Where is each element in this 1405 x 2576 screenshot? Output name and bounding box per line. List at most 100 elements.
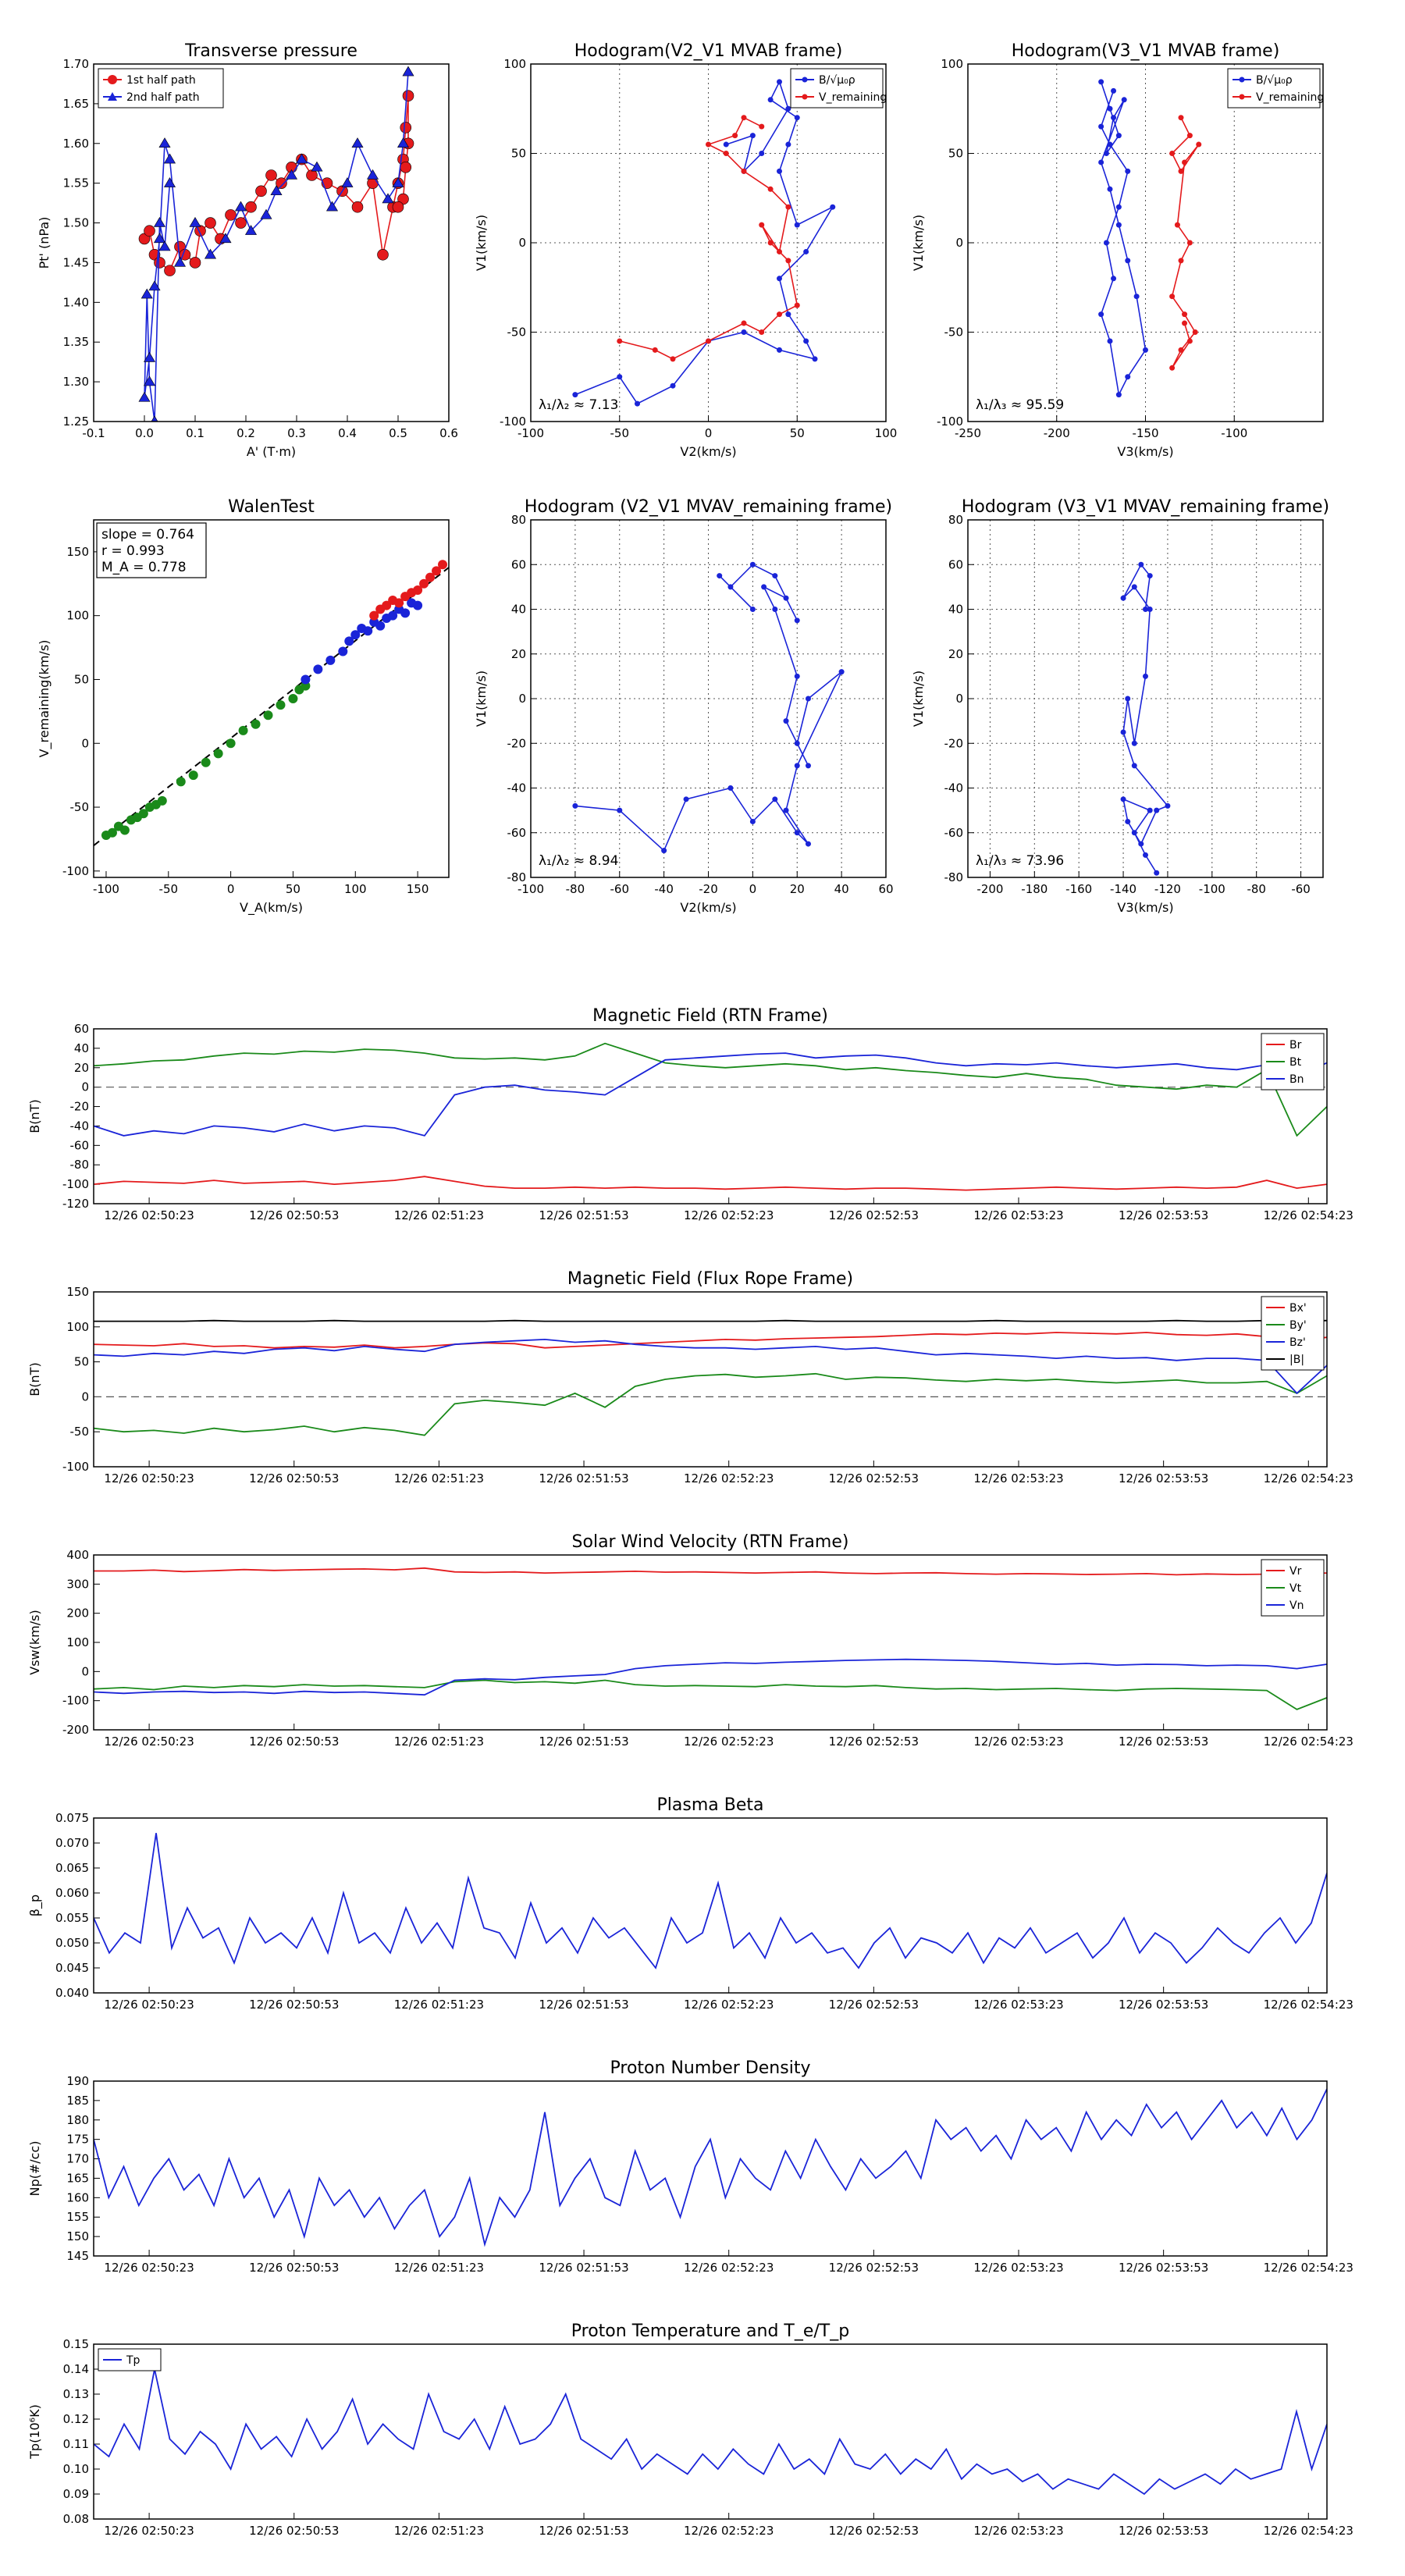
chart-beta: Plasma Beta 12/26 02:50:23 12/26 02:50:53 1… xyxy=(27,1795,1353,2012)
series-blue xyxy=(301,598,423,685)
data-point xyxy=(1115,392,1122,398)
y-tick-label: 60 xyxy=(511,557,526,571)
data-point xyxy=(1147,607,1153,612)
data-point xyxy=(777,347,782,353)
x-tick-label: -20 xyxy=(699,882,718,896)
plot-area xyxy=(94,1833,1327,1969)
data-point xyxy=(794,302,800,308)
x-tick-label: -60 xyxy=(610,882,630,896)
data-point xyxy=(1178,347,1184,353)
x-tick-label: 0.0 xyxy=(135,426,154,440)
data-point xyxy=(382,600,392,610)
data-point xyxy=(325,655,336,665)
data-point xyxy=(363,626,373,636)
legend-label: 2nd half path xyxy=(126,91,200,104)
plot-frame xyxy=(93,1291,1328,1468)
y-tick-label: 0.045 xyxy=(55,1961,89,1975)
data-point xyxy=(759,151,765,156)
series-2nd-half-path xyxy=(138,66,414,422)
y-tick-label: 1.30 xyxy=(63,375,89,389)
data-point xyxy=(794,115,800,121)
legend: Bx' By' Bz' |B| xyxy=(1261,1296,1325,1371)
x-tick-label: 12/26 02:52:53 xyxy=(829,2261,919,2275)
data-point xyxy=(1107,141,1113,148)
chart-title: Transverse pressure xyxy=(184,41,357,61)
x-tick-label: 12/26 02:52:53 xyxy=(829,2524,919,2538)
series-line xyxy=(94,1833,1327,1969)
y-axis-label: B(nT) xyxy=(27,1099,42,1133)
y-tick-label: -200 xyxy=(62,1723,89,1737)
y-tick-label: 0 xyxy=(81,1080,89,1094)
y-tick-label: 0.13 xyxy=(63,2387,89,2401)
x-tick-label: 12/26 02:50:53 xyxy=(249,1208,339,1222)
x-axis-label: V_A(km/s) xyxy=(240,900,303,916)
x-axis-label: V3(km/s) xyxy=(1117,900,1173,915)
legend-label: |B| xyxy=(1289,1354,1304,1366)
series-line xyxy=(619,116,799,360)
chart-title: Proton Temperature and T_e/T_p xyxy=(571,2322,849,2341)
data-point xyxy=(1178,115,1184,121)
data-point xyxy=(1125,696,1131,702)
y-axis-label: V_remaining(km/s) xyxy=(37,640,52,758)
y-tick-label: 0.08 xyxy=(63,2512,89,2526)
series-line xyxy=(1100,81,1147,397)
x-tick-label: 20 xyxy=(790,882,805,896)
y-tick-label: -80 xyxy=(944,870,964,884)
series-v-remaining xyxy=(617,115,800,362)
y-tick-label: 1.50 xyxy=(63,216,89,230)
y-tick-label: 1.45 xyxy=(63,255,89,269)
legend: B/√μ₀ρ V_remaining xyxy=(1227,68,1324,109)
legend-box xyxy=(790,68,884,109)
y-tick-label: -80 xyxy=(507,870,527,884)
data-point xyxy=(213,749,223,759)
y-tick-label: 0.075 xyxy=(55,1811,89,1825)
legend-label: Bt xyxy=(1289,1056,1302,1069)
x-tick-label: 12/26 02:51:23 xyxy=(394,2524,484,2538)
y-tick-label: -120 xyxy=(62,1197,89,1211)
data-point xyxy=(1131,763,1137,769)
series-bx- xyxy=(94,1332,1327,1349)
y-tick-label: -50 xyxy=(70,800,90,814)
x-tick-label: 12/26 02:53:23 xyxy=(973,1471,1063,1485)
data-point xyxy=(244,225,258,235)
x-tick-label: 12/26 02:52:53 xyxy=(829,1998,919,2012)
x-tick-label: 12/26 02:52:23 xyxy=(684,2524,774,2538)
x-tick-label: 12/26 02:52:53 xyxy=(829,1471,919,1485)
y-tick-label: 100 xyxy=(503,57,526,71)
legend-label: Bz' xyxy=(1289,1336,1306,1349)
x-tick-label: -100 xyxy=(1221,426,1247,440)
data-point xyxy=(119,825,130,835)
data-point xyxy=(777,248,782,254)
data-point xyxy=(189,216,201,227)
data-point xyxy=(1111,276,1117,282)
x-tick-label: 12/26 02:54:23 xyxy=(1264,1471,1353,1485)
series-line xyxy=(574,80,834,405)
x-tick-label: 0.3 xyxy=(287,426,306,440)
data-point xyxy=(1120,729,1126,735)
y-tick-label: -40 xyxy=(70,1119,90,1133)
x-tick-label: 50 xyxy=(790,426,805,440)
data-point xyxy=(794,740,800,746)
data-point xyxy=(1154,807,1160,813)
legend-box xyxy=(98,68,224,109)
y-tick-label: 50 xyxy=(74,672,89,686)
data-point xyxy=(369,610,379,621)
data-point xyxy=(777,276,782,282)
data-point xyxy=(777,311,782,318)
x-tick-label: -120 xyxy=(1154,882,1181,896)
data-point xyxy=(1186,338,1193,344)
data-point xyxy=(1186,133,1193,139)
data-point xyxy=(803,338,809,344)
series-blue xyxy=(572,561,845,854)
data-point xyxy=(143,375,156,386)
data-point xyxy=(400,608,411,618)
x-tick-label: 12/26 02:52:23 xyxy=(684,1208,774,1222)
plot-area xyxy=(572,561,845,854)
series-b- xyxy=(1098,79,1148,398)
y-tick-label: 185 xyxy=(66,2094,89,2108)
data-point xyxy=(652,347,658,353)
y-tick-label: -60 xyxy=(507,826,527,840)
data-point xyxy=(783,807,789,813)
x-tick-label: 12/26 02:51:53 xyxy=(539,2524,628,2538)
series-line xyxy=(1171,117,1200,368)
